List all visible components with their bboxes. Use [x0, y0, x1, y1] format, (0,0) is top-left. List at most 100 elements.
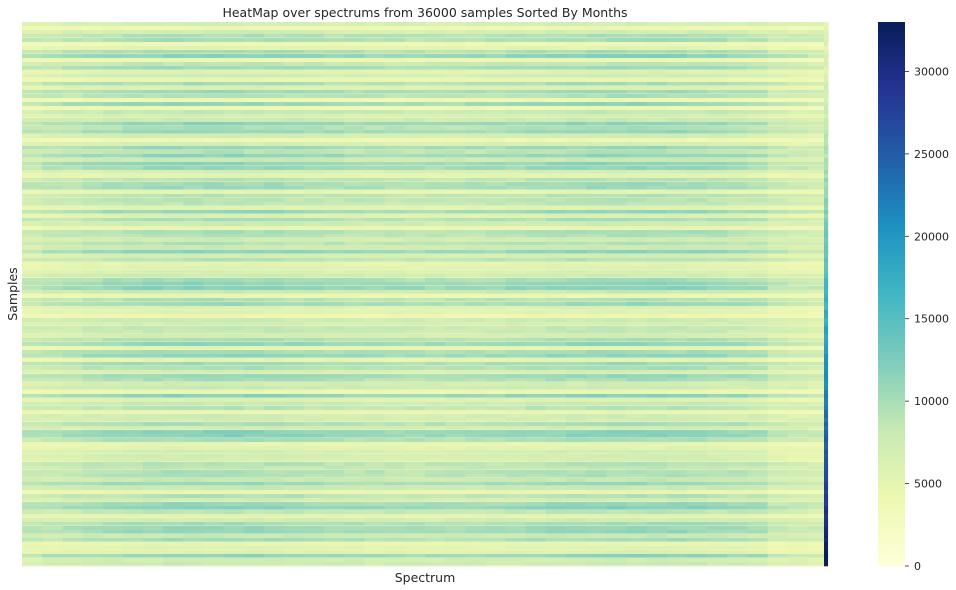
heatmap-cell	[545, 50, 567, 55]
heatmap-cell	[283, 202, 305, 207]
heatmap-cell	[42, 78, 63, 83]
heatmap-cell	[666, 486, 688, 491]
heatmap-cell	[727, 250, 748, 255]
heatmap-cell	[42, 346, 63, 351]
heatmap-cell	[283, 194, 305, 199]
heatmap-cell	[606, 266, 628, 271]
heatmap-cell	[566, 218, 587, 223]
heatmap-cell	[364, 46, 386, 51]
heatmap-cell	[686, 134, 708, 139]
heatmap-cell	[62, 86, 84, 91]
heatmap-cell	[384, 22, 406, 27]
heatmap-cell	[606, 174, 628, 179]
heatmap-cell	[666, 158, 688, 163]
heatmap-cell	[626, 302, 648, 307]
heatmap-cell	[22, 470, 43, 475]
heatmap-cell	[646, 446, 668, 451]
heatmap-cell	[404, 422, 426, 427]
heatmap-cell	[485, 226, 507, 231]
heatmap-cell	[364, 290, 386, 295]
heatmap-cell	[707, 202, 728, 207]
heatmap-cell	[566, 102, 587, 107]
heatmap-cell	[304, 210, 325, 215]
heatmap-cell	[384, 130, 406, 135]
heatmap-cell	[606, 138, 628, 143]
heatmap-cell	[62, 354, 84, 359]
heatmap-cell	[807, 414, 829, 419]
heatmap-cell	[304, 346, 325, 351]
heatmap-cell	[344, 170, 366, 175]
heatmap-cell	[445, 406, 466, 411]
heatmap-cell	[545, 34, 567, 39]
heatmap-cell	[485, 446, 507, 451]
heatmap-cell	[384, 386, 406, 391]
heatmap-cell	[283, 514, 305, 519]
heatmap-cell	[505, 50, 527, 55]
heatmap-cell	[767, 42, 789, 47]
heatmap-cell	[666, 94, 688, 99]
heatmap-cell	[102, 126, 124, 131]
heatmap-cell	[586, 122, 607, 127]
heatmap-cell	[324, 190, 345, 195]
heatmap-cell	[223, 470, 245, 475]
heatmap-cell	[243, 22, 265, 27]
heatmap-cell	[465, 110, 487, 115]
heatmap-cell	[243, 142, 265, 147]
heatmap-cell	[102, 394, 124, 399]
heatmap-cell	[525, 94, 547, 99]
heatmap-cell	[465, 26, 487, 31]
heatmap-cell	[223, 66, 245, 71]
heatmap-cell	[767, 146, 789, 151]
heatmap-cell	[82, 218, 104, 223]
heatmap-cell	[465, 338, 487, 343]
heatmap-cell	[646, 282, 668, 287]
heatmap-cell	[727, 458, 748, 463]
heatmap-cell	[62, 90, 84, 95]
heatmap-cell	[223, 138, 245, 143]
heatmap-cell	[122, 26, 144, 31]
heatmap-cell	[223, 30, 245, 35]
heatmap-cell	[304, 414, 325, 419]
heatmap-cell	[122, 202, 144, 207]
heatmap-cell	[344, 422, 366, 427]
heatmap-cell	[344, 390, 366, 395]
heatmap-cell	[566, 430, 587, 435]
heatmap-cell	[807, 382, 829, 387]
heatmap-cell	[404, 406, 426, 411]
heatmap-cell	[626, 162, 648, 167]
heatmap-cell	[425, 266, 446, 271]
heatmap-cell	[203, 238, 225, 243]
heatmap-cell	[304, 506, 325, 511]
heatmap-cell	[545, 354, 567, 359]
heatmap-cell	[767, 394, 789, 399]
heatmap-cell	[142, 142, 164, 147]
heatmap-cell	[586, 78, 607, 83]
heatmap-cell	[203, 446, 225, 451]
heatmap-cell	[566, 214, 587, 219]
heatmap-cell	[807, 486, 829, 491]
heatmap-cell	[787, 218, 809, 223]
heatmap-cell	[263, 142, 285, 147]
heatmap-cell	[22, 450, 43, 455]
heatmap-cell	[142, 478, 164, 483]
heatmap-cell	[263, 66, 285, 71]
heatmap-cell	[62, 474, 84, 479]
heatmap-cell	[404, 234, 426, 239]
heatmap-cell	[807, 46, 829, 51]
heatmap-cell	[404, 74, 426, 79]
heatmap-cell	[505, 438, 527, 443]
heatmap-cell	[425, 22, 446, 27]
heatmap-cell	[586, 502, 607, 507]
heatmap-cell	[324, 366, 345, 371]
heatmap-cell	[807, 230, 829, 235]
heatmap-cell	[686, 274, 708, 279]
heatmap-cell	[747, 150, 769, 155]
heatmap-cell	[606, 26, 628, 31]
heatmap-cell	[62, 22, 84, 27]
heatmap-cell	[364, 34, 386, 39]
heatmap-cell	[22, 186, 43, 191]
heatmap-cell	[223, 490, 245, 495]
heatmap-cell	[223, 274, 245, 279]
heatmap-cell	[22, 334, 43, 339]
heatmap-cell	[767, 154, 789, 159]
